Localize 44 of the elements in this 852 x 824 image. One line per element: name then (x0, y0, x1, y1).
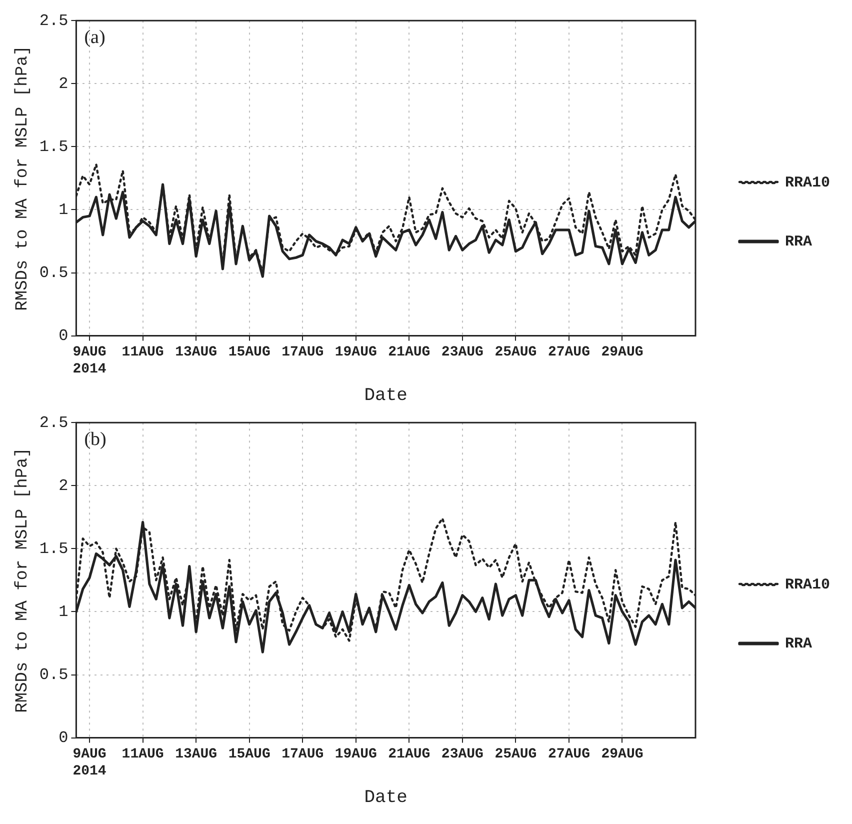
y-tick-label: 0 (58, 729, 68, 748)
x-tick-label: 27AUG (548, 746, 590, 763)
x-tick-label: 25AUG (494, 746, 537, 763)
x-tick-label: 17AUG (282, 344, 324, 361)
annotation: (a) (84, 27, 106, 48)
x-tick-label: 11AUG (122, 746, 164, 763)
x-tick-label: 23AUG (441, 746, 484, 763)
x-tick-label: 11AUG (122, 344, 164, 361)
y-axis-title: RMSDs to MA for MSLP [hPa] (14, 448, 33, 713)
y-tick-label: 0.5 (39, 264, 68, 282)
x-tick-label: 19AUG (334, 746, 377, 763)
legend-label: RRA10 (784, 174, 830, 192)
x-tick-label: 29AUG (601, 746, 644, 763)
annotation: (b) (84, 429, 106, 450)
x-axis-title: Date (364, 386, 408, 406)
x-tick-label: 29AUG (601, 344, 644, 361)
x-axis-title: Date (364, 788, 408, 808)
legend-label: RRA (784, 233, 812, 250)
y-tick-label: 2.5 (39, 414, 68, 432)
x-tick-label: 13AUG (175, 344, 218, 361)
y-tick-label: 1.5 (39, 138, 68, 156)
legend-label: RRA (784, 635, 812, 652)
x-tick-label: 25AUG (494, 344, 537, 361)
y-tick-label: 1.5 (39, 540, 68, 558)
x-tick-label: 21AUG (388, 344, 430, 361)
x-tick-label: 9AUG 2014 (72, 344, 106, 378)
x-tick-label: 19AUG (334, 344, 377, 361)
x-tick-label: 17AUG (282, 746, 324, 763)
x-tick-label: 13AUG (175, 746, 218, 763)
y-tick-label: 2.5 (39, 12, 68, 30)
y-tick-label: 1 (58, 602, 68, 621)
x-tick-label: 27AUG (548, 344, 590, 361)
legend-label: RRA10 (784, 576, 830, 594)
y-tick-label: 0 (58, 327, 68, 346)
x-tick-label: 23AUG (441, 344, 484, 361)
y-axis-title: RMSDs to MA for MSLP [hPa] (14, 46, 33, 311)
y-tick-label: 2 (58, 476, 68, 495)
x-tick-label: 15AUG (228, 344, 270, 361)
y-tick-label: 2 (58, 74, 68, 93)
x-tick-label: 9AUG 2014 (72, 746, 106, 780)
y-tick-label: 0.5 (39, 666, 68, 684)
y-tick-label: 1 (58, 200, 68, 219)
x-tick-label: 15AUG (228, 746, 270, 763)
x-tick-label: 21AUG (388, 746, 430, 763)
